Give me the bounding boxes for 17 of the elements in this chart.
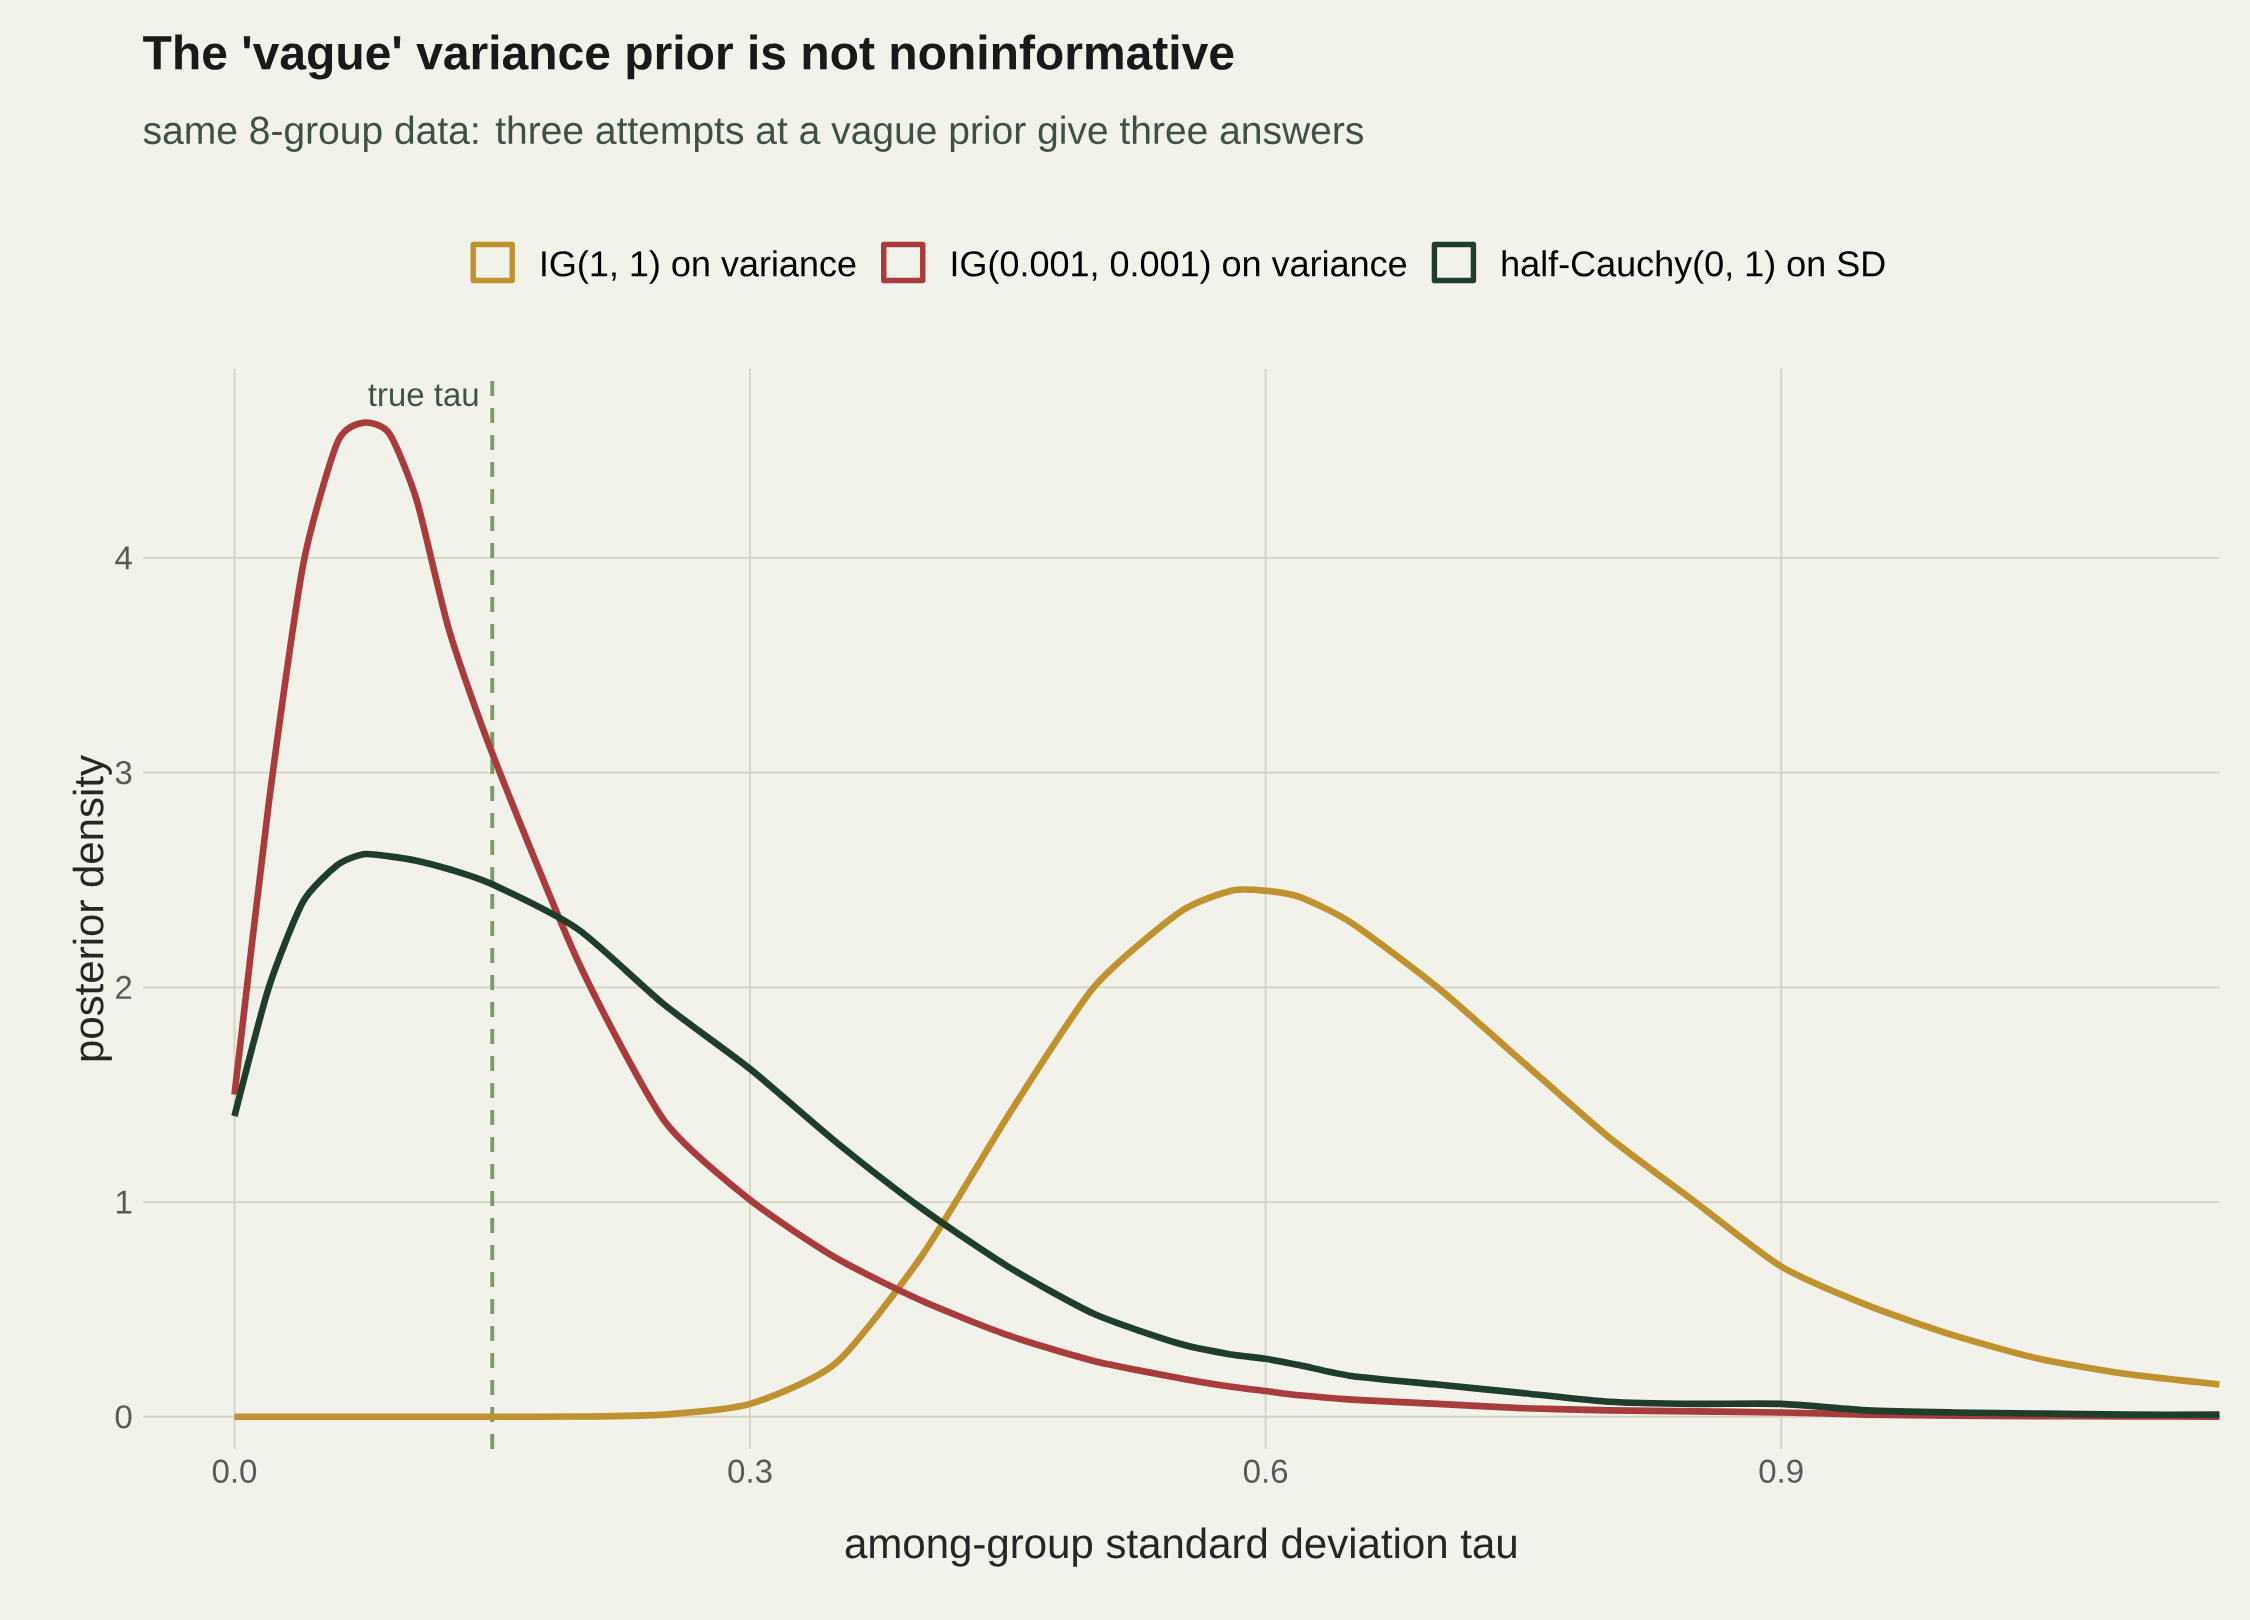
y-tick-label: 2 [116,975,132,999]
x-axis-title: among-group standard deviation tau [845,1527,1516,1567]
legend-label: IG(0.001, 0.001) on variance [952,250,1407,284]
y-tick-label: 4 [115,546,132,570]
legend-label: IG(1, 1) on variance [542,250,856,284]
ref-line-label: true tau [368,384,478,407]
y-tick-label: 1 [116,1190,132,1214]
x-tick-label: 0.9 [1759,1459,1803,1483]
x-tick-label: 0.3 [728,1459,772,1483]
chart-title: The 'vague' variance prior is not noninformative [143,34,1234,80]
y-axis-title: posterior density [72,755,112,1061]
y-tick-label: 3 [115,760,132,785]
x-tick-label: 0.6 [1243,1459,1288,1483]
y-tick-label: 0 [115,1405,132,1429]
x-tick-label: 0.0 [212,1459,257,1483]
chart-subtitle: same 8-group data: three attempts at a vague prior give three answers [143,115,1363,152]
legend-label: half-Cauchy(0, 1) on SD [1502,250,1885,284]
